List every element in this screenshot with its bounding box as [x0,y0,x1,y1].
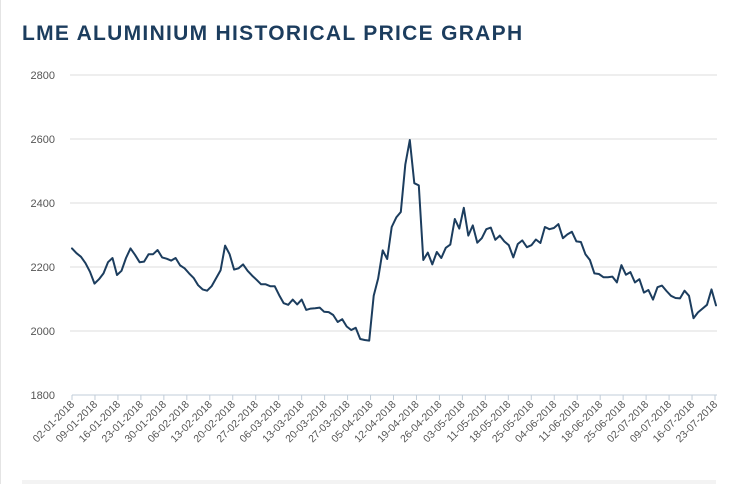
y-tick-label: 2200 [31,262,55,274]
scrollbar-track-right [358,480,716,484]
series-line-lme-aluminium [71,139,717,342]
y-tick-label: 2800 [31,70,55,82]
gridlines [70,74,717,332]
y-tick-label: 2000 [31,326,55,338]
scrollbar-track [22,480,358,484]
y-axis: 1800 2000 2200 2400 2600 2800 [31,70,55,402]
y-tick-label: 1800 [31,390,55,402]
x-axis: 02-01-201809-01-201816-01-201823-01-2018… [31,394,720,445]
series-group [71,139,717,342]
page-title: LME ALUMINIUM HISTORICAL PRICE GRAPH [22,22,524,45]
y-tick-label: 2600 [31,134,55,146]
y-tick-label: 2400 [31,198,55,210]
